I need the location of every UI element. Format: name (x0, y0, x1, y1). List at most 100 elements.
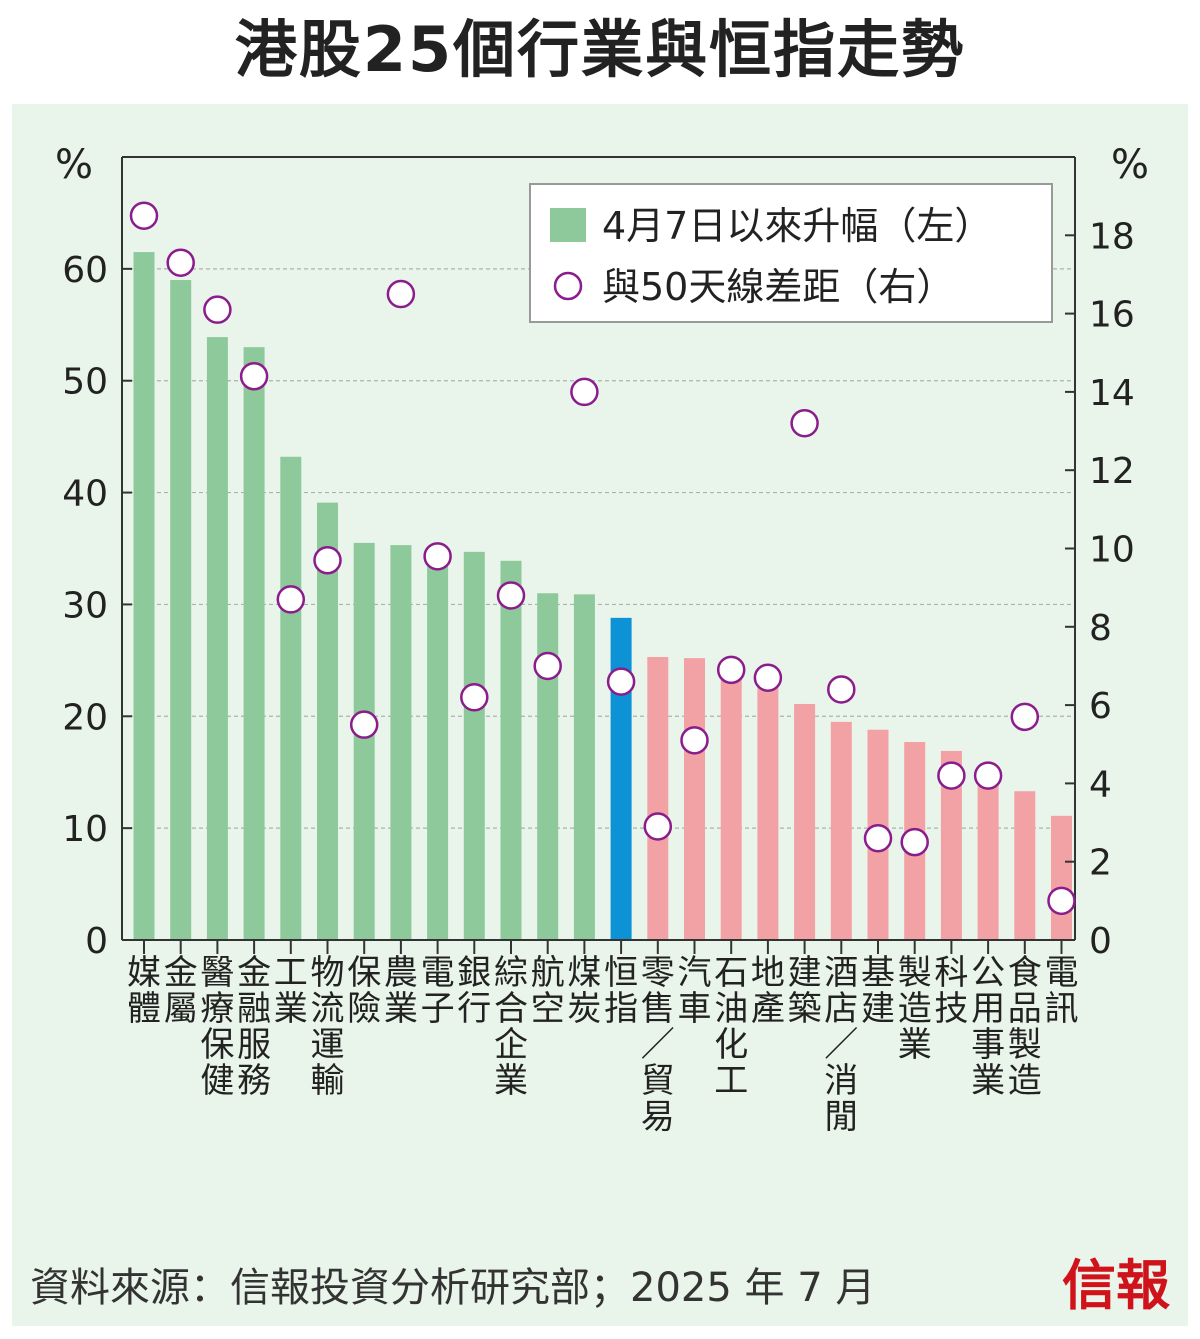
marker (166, 248, 195, 277)
category-label-char: 石 (714, 953, 748, 993)
bar (757, 687, 779, 940)
category-label-char: 空 (531, 989, 565, 1029)
category-label-char: 醫 (200, 953, 234, 993)
category-label-char: 電 (1045, 953, 1079, 993)
marker (129, 201, 159, 230)
marker (827, 675, 856, 704)
bar (280, 456, 302, 940)
left-axis-unit: % (55, 142, 93, 188)
category-label-char: 事 (971, 1025, 1005, 1065)
category-label-char: 零 (641, 953, 675, 993)
right-tick-label: 0 (1089, 921, 1112, 962)
category-label-char: 消 (824, 1061, 858, 1101)
legend-swatch-bar (550, 208, 586, 242)
marker (349, 710, 379, 739)
bar (390, 545, 412, 940)
bar (353, 542, 375, 940)
category-label-char: 保 (347, 953, 381, 993)
marker (790, 408, 819, 438)
category-label-char: 健 (200, 1061, 234, 1101)
category-label-char: 基 (861, 953, 895, 993)
category-label-char: 汽 (678, 953, 712, 993)
category-label-char: 航 (531, 953, 565, 993)
category-label-char: 公 (971, 953, 1005, 993)
bar (317, 502, 338, 940)
category-label-char: 工 (714, 1061, 748, 1101)
right-tick-label: 16 (1089, 295, 1135, 336)
category-label-char: 業 (971, 1061, 1005, 1101)
category-label-char: 炭 (567, 989, 601, 1029)
category-label-char: 訊 (1045, 989, 1079, 1029)
left-tick-label: 0 (85, 921, 108, 962)
legend-swatch-marker (553, 271, 583, 301)
bar (684, 658, 705, 940)
category-label-char: 科 (934, 953, 968, 993)
category-label-char: 綜 (494, 953, 528, 993)
right-tick-label: 18 (1089, 216, 1135, 257)
legend-label-bar: 4月7日以來升幅（左） (602, 204, 992, 248)
category-label-char: 業 (384, 989, 418, 1029)
marker (863, 823, 893, 853)
category-label-char: 化 (714, 1025, 748, 1065)
category-label-char: 工 (274, 953, 308, 993)
marker (460, 683, 489, 712)
marker (386, 279, 416, 309)
left-tick-label: 50 (62, 362, 108, 403)
bar (1051, 815, 1072, 940)
category-label-char: 運 (311, 1025, 345, 1065)
legend-label-marker: 與50天線差距（右） (602, 265, 954, 309)
marker (313, 545, 342, 575)
category-label-char: 品 (1008, 989, 1042, 1029)
category-label-char: 技 (934, 989, 968, 1029)
category-label-char: 務 (237, 1061, 271, 1101)
category-label-char: 媒 (127, 953, 161, 993)
category-label-char: 企 (494, 1025, 528, 1065)
category-label-char: 險 (347, 989, 381, 1029)
category-label-char: 產 (751, 989, 785, 1029)
category-label-char: 車 (678, 989, 712, 1029)
category-labels: 媒體金屬醫療保健金融服務工業物流運輸保險農業電子銀行綜合企業航空煤炭恒指零售／貿… (127, 953, 1079, 1137)
left-tick-label: 40 (62, 474, 108, 515)
marker (1010, 702, 1040, 732)
bar (647, 657, 669, 940)
category-label-char: 屬 (164, 989, 198, 1029)
category-label-char: 店 (824, 989, 858, 1029)
bar (794, 703, 816, 940)
category-label-char: 油 (714, 989, 748, 1029)
marker (533, 651, 562, 681)
category-label-char: 築 (788, 989, 822, 1029)
category-label-char: 物 (311, 953, 345, 993)
category-label-char: 行 (457, 989, 491, 1029)
category-label-char: 造 (1008, 1061, 1042, 1101)
marker (239, 361, 269, 391)
chart-panel: 0 10 20 30 40 50 60 0 2 4 6 8 10 12 14 16 18%% 媒體金屬醫療保健金… (12, 104, 1188, 1326)
category-label-char: 金 (164, 953, 198, 993)
category-label-char: 融 (237, 989, 271, 1029)
source-note: 資料來源：信報投資分析研究部；2025 年 7 月 (30, 1265, 876, 1311)
right-tick-label: 6 (1089, 686, 1112, 727)
category-label-char: 製 (1008, 1025, 1042, 1065)
right-tick-label: 14 (1089, 373, 1135, 414)
right-tick-label: 10 (1089, 530, 1135, 571)
category-label-char: 體 (127, 989, 161, 1029)
category-label-char: 建 (861, 989, 895, 1029)
category-label-char: 地 (751, 953, 785, 993)
bar (720, 662, 742, 940)
left-tick-label: 20 (62, 697, 108, 738)
bar (940, 750, 962, 940)
bar (977, 780, 999, 940)
bar (537, 593, 559, 940)
right-tick-label: 4 (1089, 764, 1112, 805)
category-label-char: 食 (1008, 953, 1042, 993)
category-label-char: 製 (898, 953, 932, 993)
left-tick-label: 30 (62, 585, 108, 626)
chart-title: 港股25個行業與恒指走勢 (234, 13, 966, 86)
legend-box (529, 183, 1053, 323)
left-tick-label: 10 (62, 809, 108, 850)
legend: 4月7日以來升幅（左） 與50天線差距（右） (529, 183, 1053, 323)
category-label-char: 合 (494, 989, 528, 1029)
bar-index (610, 617, 632, 940)
marker (570, 377, 599, 407)
category-label-char: 閒 (824, 1097, 858, 1137)
